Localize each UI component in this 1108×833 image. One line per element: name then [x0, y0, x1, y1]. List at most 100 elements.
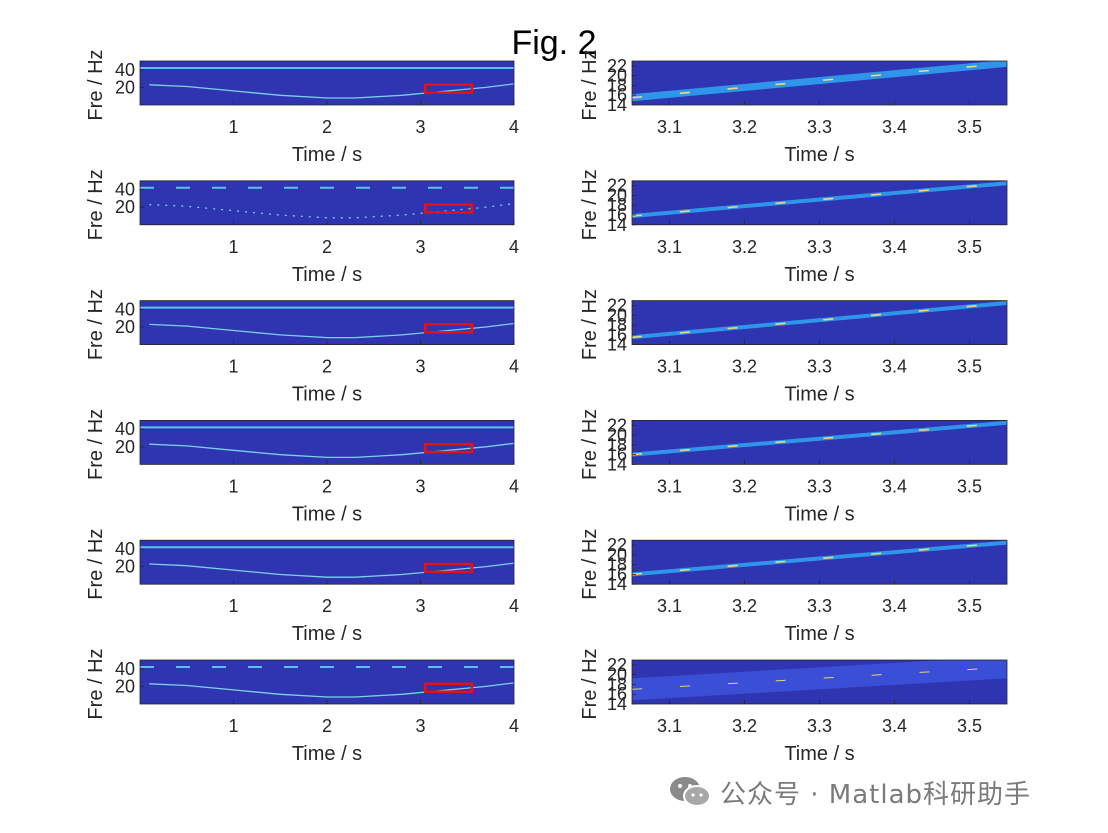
x-tick-label: 3.2	[732, 476, 757, 496]
y-axis-label: Fre / Hz	[579, 529, 601, 600]
x-tick-label: 3.1	[657, 237, 682, 257]
y-tick-label: 14	[607, 335, 627, 355]
x-tick-label: 3.3	[807, 716, 832, 736]
x-tick-label: 3	[415, 117, 425, 137]
y-tick-label: 18	[607, 435, 627, 455]
ridge-line	[149, 322, 514, 339]
roi-box	[423, 83, 474, 94]
roi-box	[423, 203, 474, 214]
y-tick-label: 22	[607, 295, 627, 315]
heatmap-content	[632, 660, 1007, 701]
y-tick-label: 14	[607, 454, 627, 474]
x-tick-label: 3.3	[807, 596, 832, 616]
x-axis-label: Time / s	[292, 264, 362, 286]
y-axis-label: Fre / Hz	[85, 648, 107, 719]
x-axis-label: Time / s	[784, 743, 854, 765]
roi-box	[423, 682, 474, 693]
x-tick-label: 4	[509, 476, 519, 496]
x-tick-label: 4	[509, 716, 519, 736]
ridge-band	[632, 420, 1007, 457]
y-tick-label: 16	[607, 445, 627, 465]
y-tick-label: 22	[607, 655, 627, 675]
y-tick-label: 40	[115, 60, 135, 80]
y-tick-label: 40	[115, 419, 135, 439]
y-tick-label: 14	[607, 215, 627, 235]
y-axis-label: Fre / Hz	[85, 169, 107, 240]
heatmap-content	[632, 301, 1007, 340]
ridge-line	[149, 83, 514, 99]
y-tick-label: 40	[115, 659, 135, 679]
y-axis-label: Fre / Hz	[85, 409, 107, 480]
y-tick-label: 22	[607, 56, 627, 76]
x-axis-label: Time / s	[292, 144, 362, 166]
y-tick-label: 20	[115, 197, 135, 217]
x-tick-label: 3	[415, 237, 425, 257]
heatmap-content	[632, 61, 1007, 102]
y-tick-label: 16	[607, 684, 627, 704]
watermark: 公众号 · Matlab科研助手	[668, 772, 1031, 812]
heatmap-content	[632, 181, 1007, 218]
heatmap-content	[140, 426, 514, 459]
heatmap-content	[140, 666, 514, 698]
x-tick-label: 3.5	[957, 357, 982, 377]
x-tick-label: 3.5	[957, 476, 982, 496]
y-tick-label: 16	[607, 325, 627, 345]
y-tick-label: 18	[607, 195, 627, 215]
watermark-text: 公众号 · Matlab科研助手	[720, 779, 1032, 810]
y-axis-label: Fre / Hz	[85, 49, 107, 120]
x-tick-label: 4	[509, 237, 519, 257]
wechat-icon	[670, 777, 711, 807]
x-tick-label: 2	[322, 357, 332, 377]
x-axis-label: Time / s	[784, 384, 854, 406]
x-tick-label: 4	[509, 117, 519, 137]
ridge-line	[149, 442, 514, 459]
x-axis-label: Time / s	[292, 623, 362, 645]
y-tick-label: 20	[115, 676, 135, 696]
y-axis-label: Fre / Hz	[579, 169, 601, 240]
y-tick-label: 20	[607, 425, 627, 445]
x-tick-label: 3.1	[657, 357, 682, 377]
x-axis-label: Time / s	[292, 384, 362, 406]
x-tick-label: 2	[322, 596, 332, 616]
x-tick-label: 3	[415, 476, 425, 496]
x-tick-label: 3.1	[657, 476, 682, 496]
y-tick-label: 22	[607, 415, 627, 435]
x-tick-label: 3.4	[882, 596, 907, 616]
x-tick-label: 4	[509, 357, 519, 377]
y-tick-label: 22	[607, 535, 627, 555]
x-tick-label: 3	[415, 596, 425, 616]
y-tick-label: 20	[115, 437, 135, 457]
x-tick-label: 3.2	[732, 596, 757, 616]
x-tick-label: 3.4	[882, 476, 907, 496]
x-tick-label: 2	[322, 117, 332, 137]
x-tick-label: 3.3	[807, 357, 832, 377]
x-tick-label: 3.3	[807, 117, 832, 137]
x-tick-label: 1	[228, 476, 238, 496]
x-tick-label: 2	[322, 237, 332, 257]
y-tick-label: 40	[115, 539, 135, 559]
x-axis-label: Time / s	[292, 503, 362, 525]
y-tick-label: 40	[115, 299, 135, 319]
y-tick-label: 14	[607, 694, 627, 714]
x-tick-label: 3.4	[882, 716, 907, 736]
ridge-band	[632, 540, 1007, 577]
x-tick-label: 3.4	[882, 237, 907, 257]
ridge-band	[632, 61, 1007, 102]
y-axis-label: Fre / Hz	[579, 289, 601, 360]
y-axis-label: Fre / Hz	[85, 289, 107, 360]
ridge-line	[149, 562, 514, 578]
y-tick-label: 20	[115, 557, 135, 577]
x-tick-label: 3.1	[657, 716, 682, 736]
y-tick-label: 20	[607, 66, 627, 86]
heatmap-content	[140, 186, 514, 219]
ridge-line	[149, 682, 514, 698]
x-tick-label: 3.2	[732, 716, 757, 736]
